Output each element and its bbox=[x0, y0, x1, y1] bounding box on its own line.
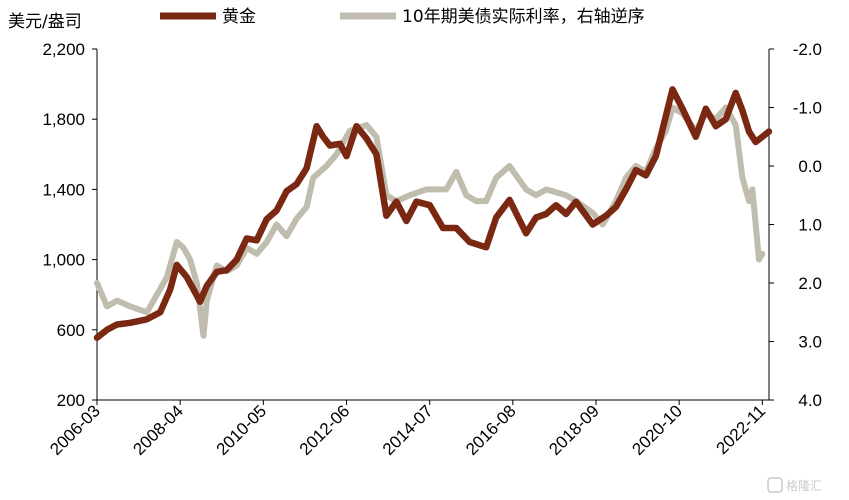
left-tick-label: 1,000 bbox=[42, 251, 85, 270]
watermark-logo-icon bbox=[767, 477, 783, 493]
left-tick-label: 600 bbox=[57, 321, 85, 340]
x-tick-label: 2022-11 bbox=[713, 401, 770, 458]
x-tick-label: 2006-03 bbox=[46, 401, 104, 459]
right-tick-label: 3.0 bbox=[798, 333, 822, 352]
x-tick-label: 2014-07 bbox=[379, 401, 437, 459]
left-tick-label: 2,200 bbox=[42, 40, 85, 59]
x-tick-label: 2012-06 bbox=[296, 401, 354, 459]
x-tick-label: 2008-04 bbox=[129, 401, 187, 459]
right-axis-ticks: -2.0 -1.0 0.0 1.0 2.0 3.0 4.0 bbox=[769, 40, 822, 410]
x-tick-label: 2020-10 bbox=[628, 401, 686, 459]
x-tick-label: 2010-05 bbox=[213, 401, 271, 459]
right-tick-label: -2.0 bbox=[793, 40, 822, 59]
right-tick-label: -1.0 bbox=[793, 99, 822, 118]
legend-label-real-rate: 10年期美债实际利率，右轴逆序 bbox=[402, 7, 645, 27]
left-tick-label: 200 bbox=[57, 391, 85, 410]
series-line-real-rate bbox=[94, 104, 766, 339]
legend: 黄金 10年期美债实际利率，右轴逆序 bbox=[160, 7, 645, 27]
right-tick-label: 0.0 bbox=[798, 157, 822, 176]
watermark-text: 格隆汇 bbox=[786, 478, 822, 493]
legend-label-gold: 黄金 bbox=[222, 7, 256, 27]
series-lines bbox=[93, 86, 773, 341]
right-tick-label: 4.0 bbox=[798, 391, 822, 410]
right-tick-label: 1.0 bbox=[798, 216, 822, 235]
left-tick-label: 1,400 bbox=[42, 180, 85, 199]
x-axis-ticks: 2006-03 2008-04 2010-05 2012-06 2014-07 2016-… bbox=[46, 400, 769, 459]
series-line-gold bbox=[93, 86, 773, 341]
x-tick-label: 2018-09 bbox=[545, 401, 603, 459]
left-axis-unit: 美元/盎司 bbox=[8, 12, 82, 32]
right-tick-label: 2.0 bbox=[798, 274, 822, 293]
x-tick-label: 2016-08 bbox=[462, 401, 520, 459]
left-tick-label: 1,800 bbox=[42, 110, 85, 129]
watermark: 格隆汇 bbox=[767, 477, 822, 493]
left-axis-ticks: 2,200 1,800 1,400 1,000 600 200 bbox=[42, 40, 97, 410]
